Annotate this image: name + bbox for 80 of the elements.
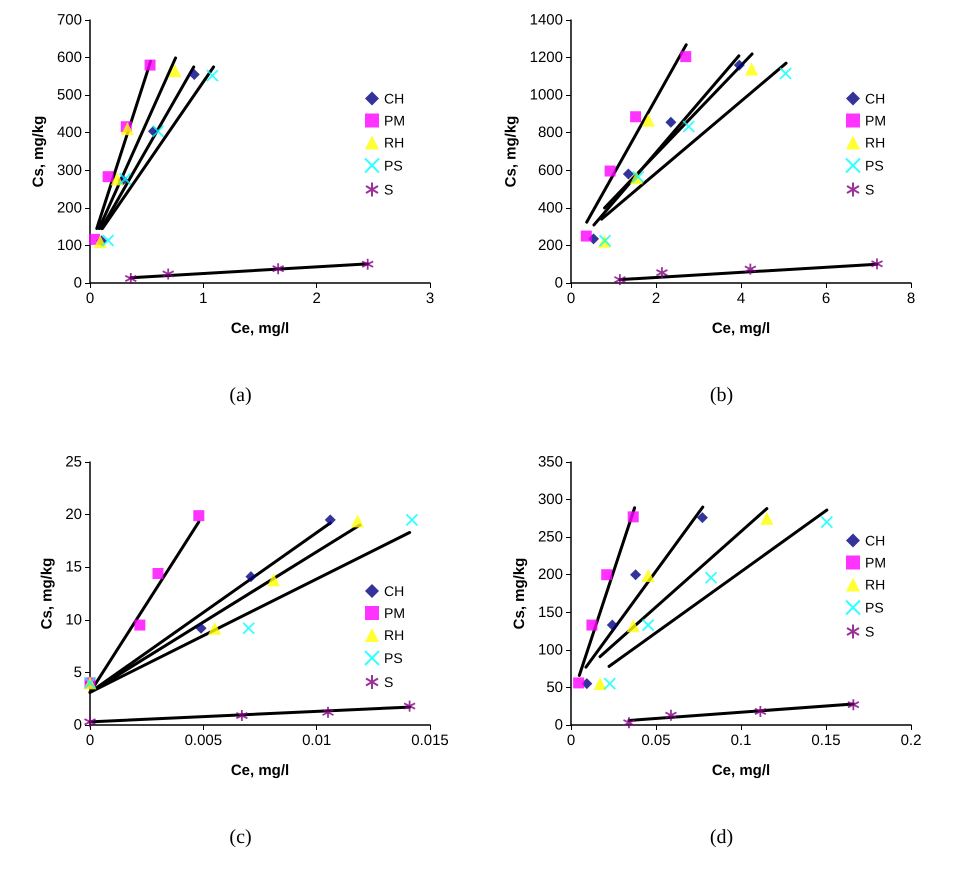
legend-label: S xyxy=(865,624,874,640)
x-axis-title: Ce, mg/l xyxy=(712,320,770,337)
y-tick-label: 1200 xyxy=(530,49,563,66)
x-axis-title: Ce, mg/l xyxy=(712,762,770,779)
x-tick-label: 6 xyxy=(822,290,830,307)
y-tick-label: 400 xyxy=(538,199,563,216)
legend-label: CH xyxy=(384,583,404,599)
y-tick-label: 15 xyxy=(65,558,82,576)
x-tick-label: 0.005 xyxy=(184,732,222,749)
y-tick-label: 700 xyxy=(56,12,82,28)
legend-label: PM xyxy=(384,112,405,128)
y-tick-label: 300 xyxy=(56,162,82,179)
y-tick-label: 350 xyxy=(538,454,563,470)
x-tick-label: 4 xyxy=(736,290,746,307)
legend-label: PM xyxy=(865,112,886,128)
legend-label: RH xyxy=(865,576,886,592)
y-tick-label: 0 xyxy=(74,274,82,292)
legend-label: PM xyxy=(865,554,886,570)
legend-label: PM xyxy=(384,605,405,621)
x-tick-label: 0 xyxy=(566,732,576,749)
y-tick-label: 200 xyxy=(538,236,563,254)
legend-label: CH xyxy=(865,532,886,548)
legend-label: PS xyxy=(384,158,403,174)
y-tick-label: 200 xyxy=(56,199,82,216)
y-tick-label: 400 xyxy=(56,124,82,142)
y-tick-label: 1000 xyxy=(530,86,563,104)
x-axis-title: Ce, mg/l xyxy=(230,762,290,779)
legend-label: PS xyxy=(384,650,403,666)
x-tick-label: 0.01 xyxy=(302,732,332,749)
y-tick-label: 0 xyxy=(554,716,563,734)
y-tick-label: 500 xyxy=(56,86,82,104)
x-tick-label: 2 xyxy=(652,290,660,307)
y-tick-label: 300 xyxy=(538,491,563,508)
x-tick-label: 8 xyxy=(906,290,916,307)
x-tick-label: 0.2 xyxy=(900,732,922,749)
text: (d) xyxy=(710,826,734,848)
y-tick-label: 1400 xyxy=(530,12,563,28)
legend-label: CH xyxy=(384,90,404,106)
y-tick-label: 10 xyxy=(65,611,82,628)
y-axis-title: Cs, mg/kg xyxy=(511,558,528,630)
y-tick-label: 150 xyxy=(538,604,563,621)
y-tick-label: 100 xyxy=(538,641,563,658)
y-tick-label: 0 xyxy=(74,716,82,734)
y-tick-label: 20 xyxy=(65,506,82,524)
x-tick-label: 0.05 xyxy=(641,732,671,749)
x-tick-label: 0 xyxy=(86,290,94,307)
x-tick-label: 3 xyxy=(426,290,434,307)
y-tick-label: 200 xyxy=(538,566,563,584)
y-tick-label: 600 xyxy=(56,49,82,66)
y-tick-label: 25 xyxy=(65,454,82,470)
x-tick-label: 0.15 xyxy=(811,732,841,749)
x-tick-label: 0.015 xyxy=(411,732,449,749)
y-axis-title: Cs, mg/kg xyxy=(30,116,48,188)
y-tick-label: 100 xyxy=(56,236,82,254)
text: (a) xyxy=(229,384,252,406)
legend-label: CH xyxy=(865,90,886,106)
legend-label: S xyxy=(865,182,874,198)
x-tick-label: 0 xyxy=(566,290,576,307)
legend-label: PS xyxy=(865,600,884,616)
y-axis-title: Cs, mg/kg xyxy=(38,558,56,630)
x-tick-label: 0 xyxy=(86,732,94,749)
legend-label: PS xyxy=(865,158,884,174)
legend-label: RH xyxy=(384,627,404,643)
y-tick-label: 5 xyxy=(74,664,82,681)
y-tick-label: 800 xyxy=(538,124,563,142)
text: (c) xyxy=(229,826,252,848)
y-tick-label: 50 xyxy=(546,678,563,696)
x-tick-label: 2 xyxy=(312,290,321,307)
legend-label: RH xyxy=(865,134,886,150)
legend-label: S xyxy=(384,182,394,198)
text: (b) xyxy=(710,384,734,406)
x-tick-label: 0.1 xyxy=(730,732,752,749)
y-axis-title: Cs, mg/kg xyxy=(502,116,520,188)
x-tick-label: 1 xyxy=(199,290,208,307)
legend-label: S xyxy=(384,674,394,690)
y-tick-label: 250 xyxy=(538,528,563,546)
legend-label: RH xyxy=(384,134,404,150)
x-axis-title: Ce, mg/l xyxy=(230,320,290,337)
y-tick-label: 600 xyxy=(538,162,563,179)
y-tick-label: 0 xyxy=(554,274,563,292)
